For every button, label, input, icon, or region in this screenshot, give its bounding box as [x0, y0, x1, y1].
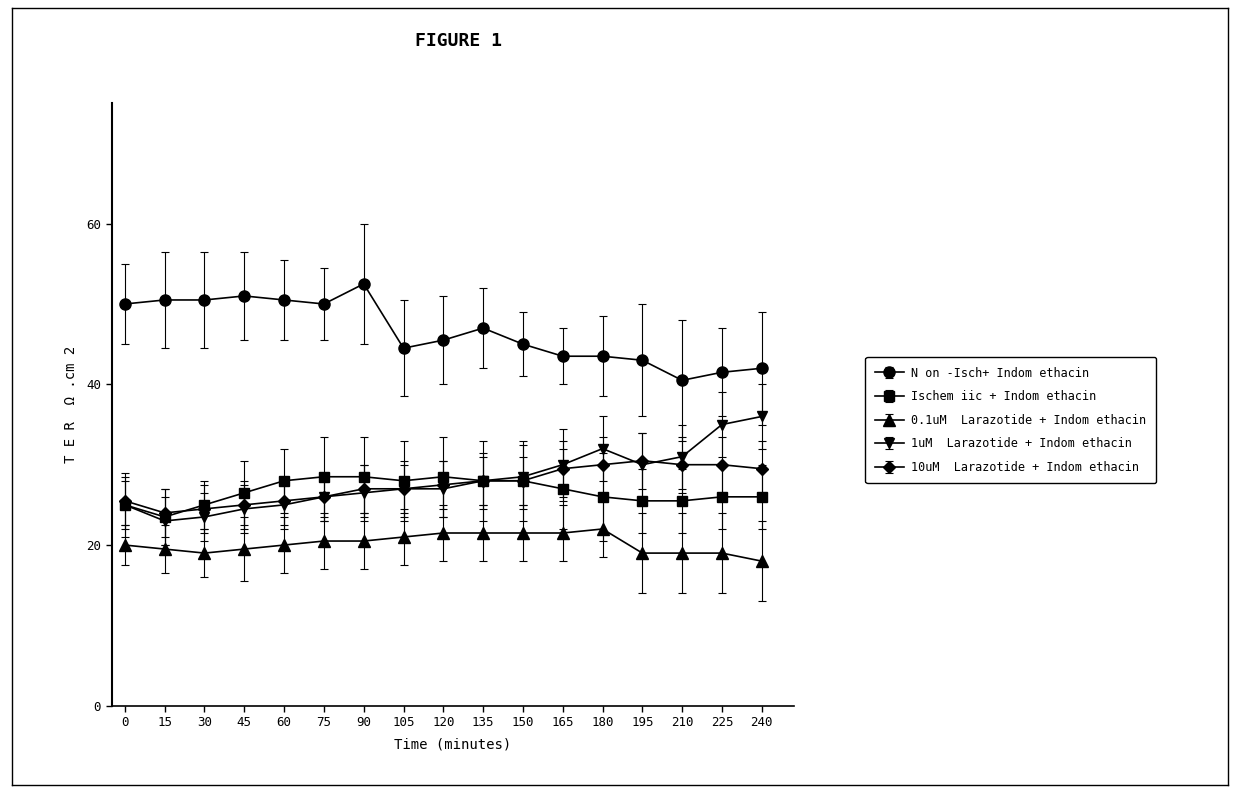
Text: FIGURE 1: FIGURE 1 — [415, 32, 502, 50]
Y-axis label: T E R  Ω .cm 2: T E R Ω .cm 2 — [63, 346, 78, 463]
Legend: N on -Isch+ Indom ethacin, Ischem iic + Indom ethacin, 0.1uM  Larazotide + Indom: N on -Isch+ Indom ethacin, Ischem iic + … — [866, 357, 1156, 484]
X-axis label: Time (minutes): Time (minutes) — [394, 737, 511, 752]
